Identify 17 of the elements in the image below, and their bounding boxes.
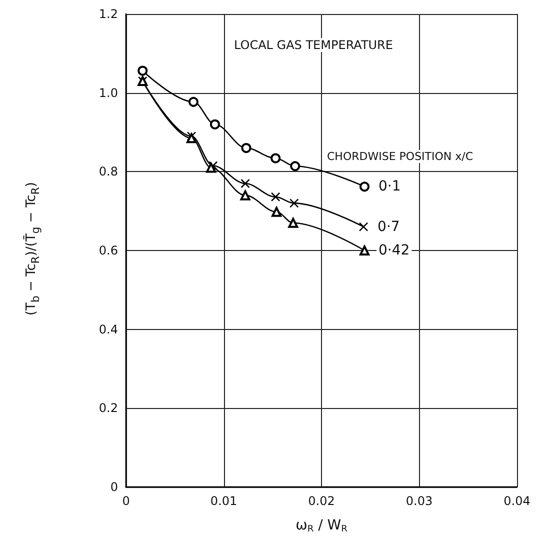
y-tick-label: 1.2 <box>98 7 118 21</box>
x-tick-label: 0.01 <box>210 494 238 508</box>
y-tick-label: 0.8 <box>98 164 118 179</box>
x-tick-label: 0 <box>122 494 130 508</box>
y-tick-label: 1.0 <box>98 86 118 100</box>
x-tick-label: 0.04 <box>504 494 530 508</box>
x-tick-label: 0.02 <box>308 494 335 508</box>
series-label: 0·42 <box>378 242 410 258</box>
annotation: LOCAL GAS TEMPERATURE <box>234 38 393 52</box>
y-tick-label: 0.6 <box>98 244 118 258</box>
legend-title: CHORDWISE POSITION x/C <box>327 150 474 163</box>
x-tick-label: 0.03 <box>406 494 433 508</box>
series-label: 0·1 <box>378 178 401 195</box>
series-label: 0·7 <box>378 218 400 235</box>
y-tick-label: 0.4 <box>98 322 118 336</box>
y-tick-label: 0.2 <box>98 401 118 416</box>
y-tick-label: 0 <box>110 480 118 494</box>
